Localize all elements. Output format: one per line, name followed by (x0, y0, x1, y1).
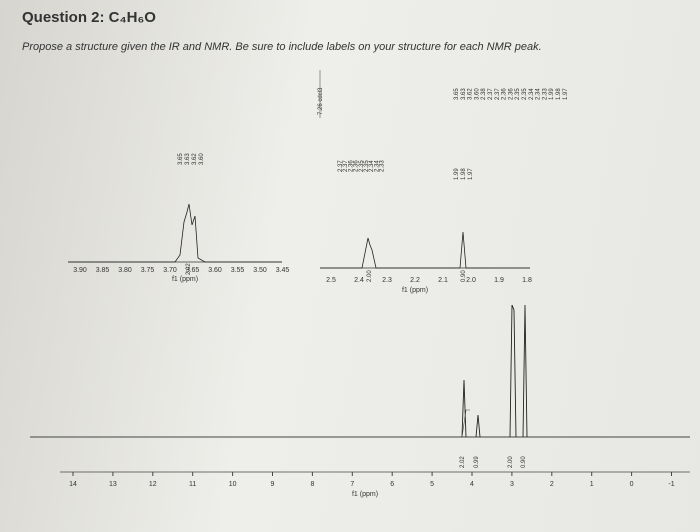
tick-label: 4 (470, 481, 474, 488)
peak-label: 3.60 (474, 88, 480, 100)
peak-label: 2.36 (508, 88, 514, 100)
peak-label: 3.63 (185, 153, 191, 165)
peak-label: 2.33 (380, 160, 386, 172)
peak-label: 2.34 (374, 160, 380, 172)
peak-label: 2.34 (536, 88, 542, 100)
peak-label: 1.98 (556, 88, 562, 100)
tick-label: 3.45 (276, 267, 290, 274)
peak-label: 1.97 (563, 88, 569, 100)
peak-label: 1.98 (461, 168, 467, 180)
tick-label: 0 (630, 481, 634, 488)
peak-label: 2.34 (529, 88, 535, 100)
integration: 2.02 (186, 263, 192, 275)
integration: 2.00 (508, 456, 514, 468)
peak-label: 2.36 (502, 88, 508, 100)
instructions: Propose a structure given the IR and NMR… (22, 41, 542, 53)
peak-label: 1.99 (454, 168, 460, 180)
peak-label: 2.37 (343, 160, 349, 172)
peak-label: 2.34 (369, 160, 375, 172)
peak-label: 1.99 (549, 88, 555, 100)
tick-label: 2 (550, 481, 554, 488)
tick-label: 2.0 (466, 277, 476, 284)
tick-label: 13 (109, 481, 117, 488)
peak-label: 3.62 (192, 153, 198, 165)
peak-label: 3.62 (468, 88, 474, 100)
tick-label: 6 (390, 481, 394, 488)
tick-label: 2.1 (438, 277, 448, 284)
tick-label: 3.60 (208, 267, 222, 274)
peak-label: 2.36 (348, 160, 354, 172)
tick-label: 2.2 (410, 277, 420, 284)
peak-label: 2.35 (364, 160, 370, 172)
tick-label: 3 (510, 481, 514, 488)
tick-label: 3.65 (186, 267, 200, 274)
tick-label: 1.9 (494, 277, 504, 284)
tick-label: 11 (189, 481, 196, 488)
peak-label: 2.37 (495, 88, 501, 100)
tick-label: 2.4 (354, 277, 364, 284)
tick-label: -1 (668, 481, 674, 488)
peak-label: 3.65 (454, 88, 460, 100)
tick-label: 3.90 (73, 267, 87, 274)
tick-label: 2.3 (382, 277, 392, 284)
integration: 0.90 (461, 270, 467, 282)
tick-label: 3.55 (231, 267, 245, 274)
tick-label: 9 (271, 481, 275, 488)
tick-label: 10 (229, 481, 237, 488)
tick-label: 1.8 (522, 277, 532, 284)
peak-label: 3.65 (178, 153, 184, 165)
tick-label: 3.80 (118, 267, 132, 274)
tick-label: 3.75 (141, 267, 155, 274)
peak-label: 2.35 (359, 160, 365, 172)
peak-label: 2.35 (522, 88, 528, 100)
peak-label: 2.36 (354, 160, 360, 172)
peak-label: 1.97 (468, 168, 474, 180)
peak-label: 2.37 (488, 88, 494, 100)
peak-label: 2.38 (481, 88, 487, 100)
integration: 0.99 (474, 456, 480, 468)
solvent-label: 7.26 cdcl3 (318, 87, 324, 115)
tick-label: 14 (69, 481, 77, 488)
peak-label: 2.33 (542, 88, 548, 100)
integration: 0.90 (521, 456, 527, 468)
tick-label: 12 (149, 481, 157, 488)
tick-label: 3.85 (96, 267, 110, 274)
tick-label: 3.70 (163, 267, 177, 274)
peak-label: 3.60 (199, 153, 205, 165)
tick-label: 5 (430, 481, 434, 488)
integration: 2.02 (460, 456, 466, 468)
peak-label: 3.63 (461, 88, 467, 100)
title: Question 2: C₄H₆O (22, 9, 156, 26)
axis-label: f1 (ppm) (352, 491, 378, 498)
tick-label: 7 (350, 481, 354, 488)
tick-label: 3.50 (253, 267, 267, 274)
tick-label: 2.5 (326, 277, 336, 284)
axis-label: f1 (ppm) (402, 287, 428, 294)
integration: 2.00 (367, 270, 373, 282)
peak-label: 2.35 (515, 88, 521, 100)
tick-label: 1 (590, 481, 594, 488)
tick-label: 8 (310, 481, 314, 488)
axis-label: f1 (ppm) (172, 276, 198, 283)
peak-label: 2.37 (338, 160, 344, 172)
